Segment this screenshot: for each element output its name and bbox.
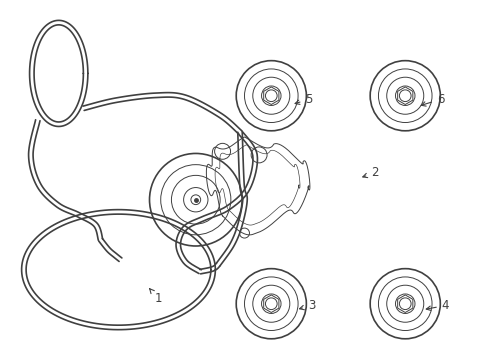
Text: 3: 3 [299,299,315,312]
Text: 6: 6 [420,93,444,106]
Text: 5: 5 [295,93,312,106]
Text: 1: 1 [149,289,162,305]
Text: 2: 2 [362,166,378,179]
Text: 4: 4 [426,299,448,312]
